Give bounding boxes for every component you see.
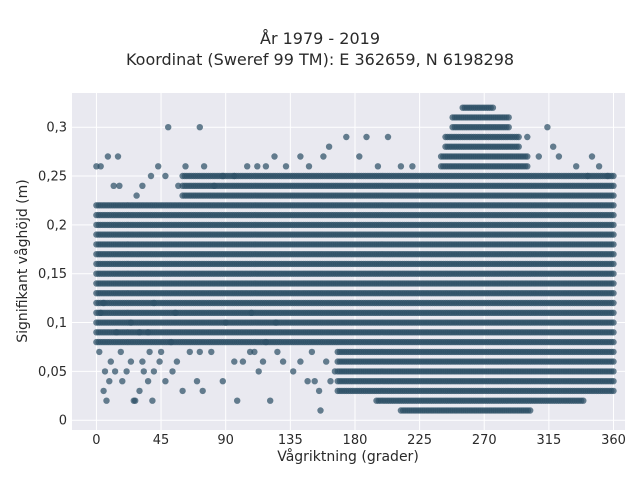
data-point (610, 348, 617, 356)
data-point (580, 397, 587, 404)
data-point (610, 329, 617, 336)
data-point (610, 358, 617, 365)
data-point (610, 231, 617, 238)
data-point (610, 378, 617, 385)
data-point (610, 280, 617, 287)
data-point (610, 221, 617, 229)
scatter-points (93, 104, 617, 414)
chart-title: År 1979 - 2019 (260, 29, 380, 48)
data-point (610, 368, 617, 375)
data-point (610, 270, 617, 277)
chart-subtitle: Koordinat (Sweref 99 TM): E 362659, N 61… (125, 50, 515, 69)
data-point (610, 290, 617, 297)
data-point (610, 202, 617, 209)
data-point (610, 387, 617, 395)
data-point (610, 260, 617, 268)
data-point (610, 211, 617, 219)
data-point (610, 299, 617, 307)
data-point (610, 319, 617, 326)
data-point (610, 192, 617, 199)
data-point (610, 338, 617, 346)
data-point (610, 251, 617, 258)
data-point (610, 241, 617, 248)
data-point (527, 407, 534, 414)
data-point (610, 309, 617, 316)
data-point (610, 182, 617, 189)
